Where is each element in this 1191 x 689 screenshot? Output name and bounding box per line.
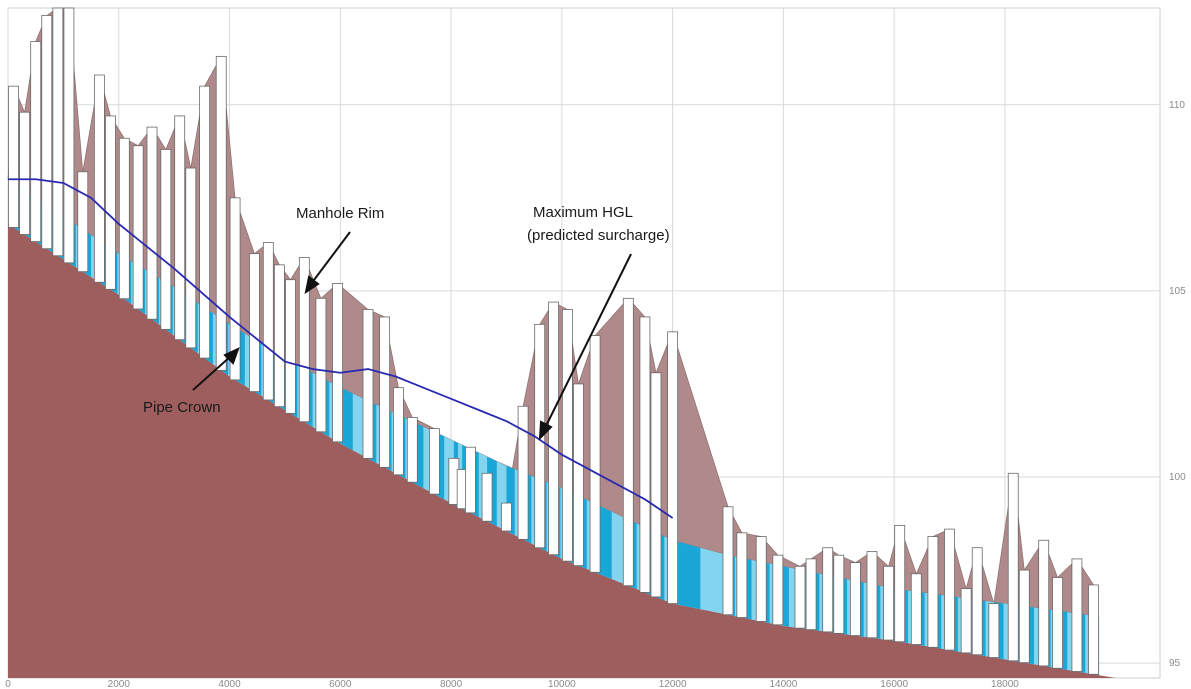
manhole xyxy=(132,145,144,310)
manhole xyxy=(249,253,260,392)
manhole xyxy=(19,111,31,235)
manhole xyxy=(501,502,512,532)
manhole xyxy=(910,573,922,645)
manhole xyxy=(794,565,806,629)
axis-ticks: 0 2000 4000 6000 8000 10000 12000 14000 16000 180… xyxy=(5,100,1186,689)
x-tick-label: 10000 xyxy=(548,679,576,689)
hgl-line xyxy=(8,178,674,519)
manhole xyxy=(285,279,296,414)
annotations: Manhole Rim Maximum HGL (predicted surch… xyxy=(143,204,670,441)
manhole xyxy=(8,85,19,228)
manhole xyxy=(1088,584,1099,675)
y-tick-label: 105 xyxy=(1169,286,1186,297)
manhole xyxy=(105,115,116,290)
manhole xyxy=(160,149,172,330)
manhole xyxy=(805,558,817,631)
y-tick-label: 110 xyxy=(1169,100,1185,111)
manhole xyxy=(589,335,601,573)
manhole xyxy=(174,115,186,341)
manhole xyxy=(146,126,158,320)
manhole xyxy=(52,7,64,257)
manhole xyxy=(215,55,227,371)
hgl-series xyxy=(8,178,674,519)
manhole xyxy=(379,316,391,468)
annotation-manhole-rim: Manhole Rim xyxy=(296,205,384,222)
manhole xyxy=(960,588,972,654)
manhole xyxy=(1007,472,1019,662)
ground-profile xyxy=(8,223,1160,678)
manhole xyxy=(273,264,285,408)
arrow-manhole-rim xyxy=(304,231,351,295)
manhole xyxy=(517,405,529,540)
x-tick-label: 6000 xyxy=(329,679,352,689)
manhole xyxy=(262,242,274,401)
manhole xyxy=(93,74,105,283)
manhole xyxy=(63,7,75,264)
annotation-pipe-crown: Pipe Crown xyxy=(143,399,221,416)
x-tick-label: 8000 xyxy=(440,679,463,689)
manhole xyxy=(185,167,197,349)
pipe-segment xyxy=(672,540,701,610)
manhole xyxy=(944,528,955,651)
manhole xyxy=(481,472,493,522)
x-tick-label: 4000 xyxy=(218,679,241,689)
manhole xyxy=(229,197,241,381)
manhole xyxy=(41,15,53,250)
manhole xyxy=(971,547,983,656)
manhole xyxy=(650,372,662,598)
manhole xyxy=(199,85,211,359)
manhole xyxy=(755,536,767,622)
manhole xyxy=(988,603,1000,658)
manhole xyxy=(1052,577,1063,669)
manhole xyxy=(866,551,878,639)
x-tick-label: 2000 xyxy=(108,679,131,689)
x-tick-label: 16000 xyxy=(880,679,908,689)
annotation-hgl-line2: (predicted surcharge) xyxy=(527,227,670,244)
manhole xyxy=(30,41,42,242)
y-tick-label: 100 xyxy=(1169,472,1186,483)
manhole xyxy=(298,256,310,423)
manhole xyxy=(667,331,679,604)
manhole xyxy=(465,446,476,514)
manhole xyxy=(833,554,845,634)
manhole xyxy=(639,316,651,593)
manhole xyxy=(1038,539,1050,667)
arrow-pipe-crown xyxy=(192,347,240,391)
x-tick-label: 18000 xyxy=(991,679,1019,689)
annotation-hgl-line1: Maximum HGL xyxy=(533,204,633,221)
manhole xyxy=(332,283,343,443)
manhole xyxy=(573,383,584,566)
x-tick-label: 12000 xyxy=(659,679,687,689)
manhole xyxy=(722,506,734,616)
manhole xyxy=(429,428,440,495)
manhole xyxy=(406,417,418,483)
manhole xyxy=(77,171,89,273)
manhole xyxy=(822,547,834,633)
manhole xyxy=(927,536,939,648)
manhole xyxy=(362,309,374,459)
manhole xyxy=(894,524,906,643)
manhole xyxy=(561,309,573,562)
manhole-series xyxy=(8,7,1099,675)
manhole xyxy=(1071,558,1083,672)
manhole xyxy=(849,562,861,636)
x-tick-label: 0 xyxy=(5,679,11,689)
manhole xyxy=(393,387,404,476)
ground-area xyxy=(8,223,1160,678)
arrow-max-hgl xyxy=(538,253,632,441)
manhole xyxy=(1018,569,1030,664)
y-tick-label: 95 xyxy=(1169,658,1181,669)
manhole xyxy=(883,565,895,641)
manhole xyxy=(772,554,784,626)
manhole xyxy=(315,297,327,433)
x-tick-label: 14000 xyxy=(769,679,797,689)
manhole xyxy=(622,297,634,587)
manhole xyxy=(118,137,130,300)
manhole xyxy=(736,532,748,618)
